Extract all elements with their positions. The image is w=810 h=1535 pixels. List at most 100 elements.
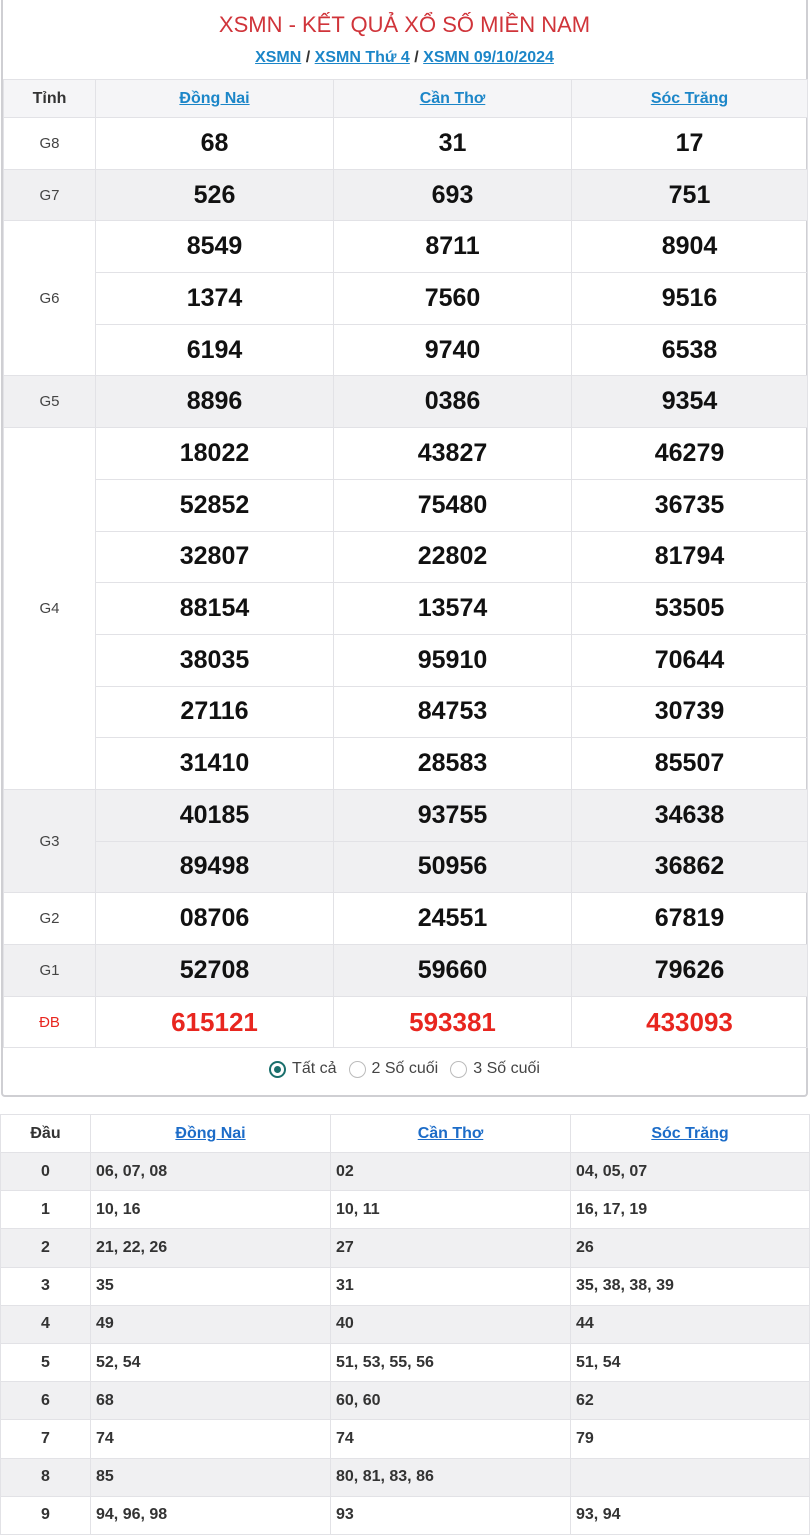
prize-number: 17 — [571, 117, 808, 170]
prize-number: 52852 — [95, 478, 334, 532]
loto-numbers: 93 — [330, 1495, 571, 1535]
loto-row: 6 68 60, 60 62 — [0, 1381, 810, 1421]
loto-numbers — [570, 1457, 810, 1497]
loto-numbers: 52, 54 — [90, 1342, 331, 1383]
prize-number: 693 — [333, 168, 572, 222]
loto-numbers: 51, 53, 55, 56 — [330, 1342, 571, 1383]
filter-option[interactable]: 3 Số cuối — [450, 1060, 540, 1078]
loto-row: 8 85 80, 81, 83, 86 — [0, 1457, 810, 1497]
prize-number: 8896 — [95, 375, 334, 429]
prize-number: 46279 — [571, 427, 808, 480]
radio-button[interactable] — [269, 1060, 287, 1078]
prize-number: 85507 — [571, 737, 808, 790]
prize-label: G4 — [3, 427, 96, 790]
filter-option[interactable]: 2 Số cuối — [348, 1060, 438, 1078]
head-digit: 8 — [0, 1457, 91, 1497]
prize-label: G7 — [3, 168, 96, 222]
prize-row: G7 526 693 751 — [3, 168, 808, 222]
prize-label: G1 — [3, 944, 96, 997]
loto-numbers: 74 — [90, 1419, 331, 1459]
prize-number: 30739 — [571, 685, 808, 739]
prize-number: 70644 — [571, 633, 808, 687]
loto-row: 5 52, 54 51, 53, 55, 56 51, 54 — [0, 1342, 810, 1383]
prize-label: G6 — [3, 220, 96, 377]
prize-number: 13574 — [333, 582, 572, 635]
loto-numbers: 04, 05, 07 — [570, 1151, 810, 1192]
radio-button[interactable] — [348, 1060, 366, 1078]
prize-row: G3 40185 93755 34638 — [3, 788, 808, 894]
prize-row: 27116 84753 30739 — [4, 685, 808, 739]
head-digit: 5 — [0, 1342, 91, 1383]
province-link[interactable]: Đồng Nai — [175, 1124, 246, 1142]
province-link[interactable]: Cần Thơ — [419, 89, 486, 107]
head-digit-header: Đầu — [0, 1114, 91, 1153]
prize-number: 22802 — [333, 530, 572, 584]
prize-number: 32807 — [95, 530, 334, 584]
prize-row: G6 8549 8711 8904 — [3, 220, 808, 377]
loto-table: Đầu Đồng Nai Cần Thơ Sóc Trăng 0 06, 07, … — [0, 1114, 810, 1535]
filter-option[interactable]: Tất cả — [269, 1060, 337, 1078]
prize-number: 67819 — [571, 892, 808, 945]
prize-row: 31410 28583 85507 — [4, 737, 808, 790]
prize-row: 38035 95910 70644 — [4, 633, 808, 687]
prize-number: 88154 — [95, 582, 334, 635]
loto-row: 7 74 74 79 — [0, 1419, 810, 1459]
breadcrumb: XSMN / XSMN Thứ 4 / XSMN 09/10/2024 — [255, 49, 554, 66]
loto-numbers: 93, 94 — [570, 1495, 810, 1535]
province-header-label: Tỉnh — [3, 79, 96, 118]
head-digit: 2 — [0, 1228, 91, 1268]
prize-number: 28583 — [333, 737, 572, 790]
loto-numbers: 35 — [90, 1266, 331, 1306]
head-digit: 9 — [0, 1495, 91, 1535]
prize-number: 7560 — [333, 272, 572, 325]
prize-label: ĐB — [3, 995, 96, 1049]
breadcrumb-xsmn[interactable]: XSMN — [255, 49, 302, 66]
prize-number: 8904 — [571, 220, 808, 274]
loto-numbers: 79 — [570, 1419, 810, 1459]
filter-option-label: Tất cả — [292, 1060, 337, 1077]
prize-row: 1374 7560 9516 — [4, 272, 808, 325]
prize-number: 27116 — [95, 685, 334, 739]
prize-number: 0386 — [333, 375, 572, 429]
prize-number: 68 — [95, 117, 334, 170]
breadcrumb-weekday[interactable]: XSMN Thứ 4 — [314, 49, 410, 66]
prize-number: 18022 — [95, 427, 334, 480]
loto-numbers: 60, 60 — [330, 1381, 571, 1421]
loto-numbers: 02 — [330, 1151, 571, 1192]
prize-number: 36862 — [571, 840, 808, 894]
prize-number: 9516 — [571, 272, 808, 325]
loto-row: 9 94, 96, 98 93 93, 94 — [0, 1495, 810, 1535]
prize-number: 593381 — [333, 995, 572, 1049]
loto-numbers: 35, 38, 38, 39 — [570, 1266, 810, 1306]
prize-number: 31410 — [95, 737, 334, 790]
loto-numbers: 26 — [570, 1228, 810, 1268]
province-link[interactable]: Đồng Nai — [179, 89, 250, 107]
prize-number: 24551 — [333, 892, 572, 945]
loto-numbers: 31 — [330, 1266, 571, 1306]
breadcrumb-date[interactable]: XSMN 09/10/2024 — [423, 49, 554, 66]
prize-number: 615121 — [95, 995, 334, 1049]
prize-number: 433093 — [571, 995, 808, 1049]
prize-number: 89498 — [95, 840, 334, 894]
prize-number: 36735 — [571, 478, 808, 532]
loto-numbers: 10, 11 — [330, 1190, 571, 1230]
prize-number: 53505 — [571, 582, 808, 635]
prize-row: 6194 9740 6538 — [4, 323, 808, 377]
loto-numbers: 40 — [330, 1304, 571, 1344]
province-link[interactable]: Sóc Trăng — [651, 1124, 729, 1142]
head-digit: 1 — [0, 1190, 91, 1230]
prize-number: 9740 — [333, 323, 572, 377]
province-link[interactable]: Cần Thơ — [417, 1124, 484, 1142]
loto-numbers: 49 — [90, 1304, 331, 1344]
prize-number: 75480 — [333, 478, 572, 532]
prize-number: 1374 — [95, 272, 334, 325]
loto-numbers: 44 — [570, 1304, 810, 1344]
results-table: Tỉnh Đồng Nai Cần Thơ Sóc Trăng G8 68 31 17… — [3, 79, 808, 1049]
prize-row: G1 52708 59660 79626 — [3, 944, 808, 997]
prize-label: G5 — [3, 375, 96, 429]
loto-row: 1 10, 16 10, 11 16, 17, 19 — [0, 1190, 810, 1230]
radio-button[interactable] — [450, 1060, 468, 1078]
prize-number: 59660 — [333, 944, 572, 997]
province-link[interactable]: Sóc Trăng — [650, 89, 729, 107]
loto-numbers: 06, 07, 08 — [90, 1151, 331, 1192]
